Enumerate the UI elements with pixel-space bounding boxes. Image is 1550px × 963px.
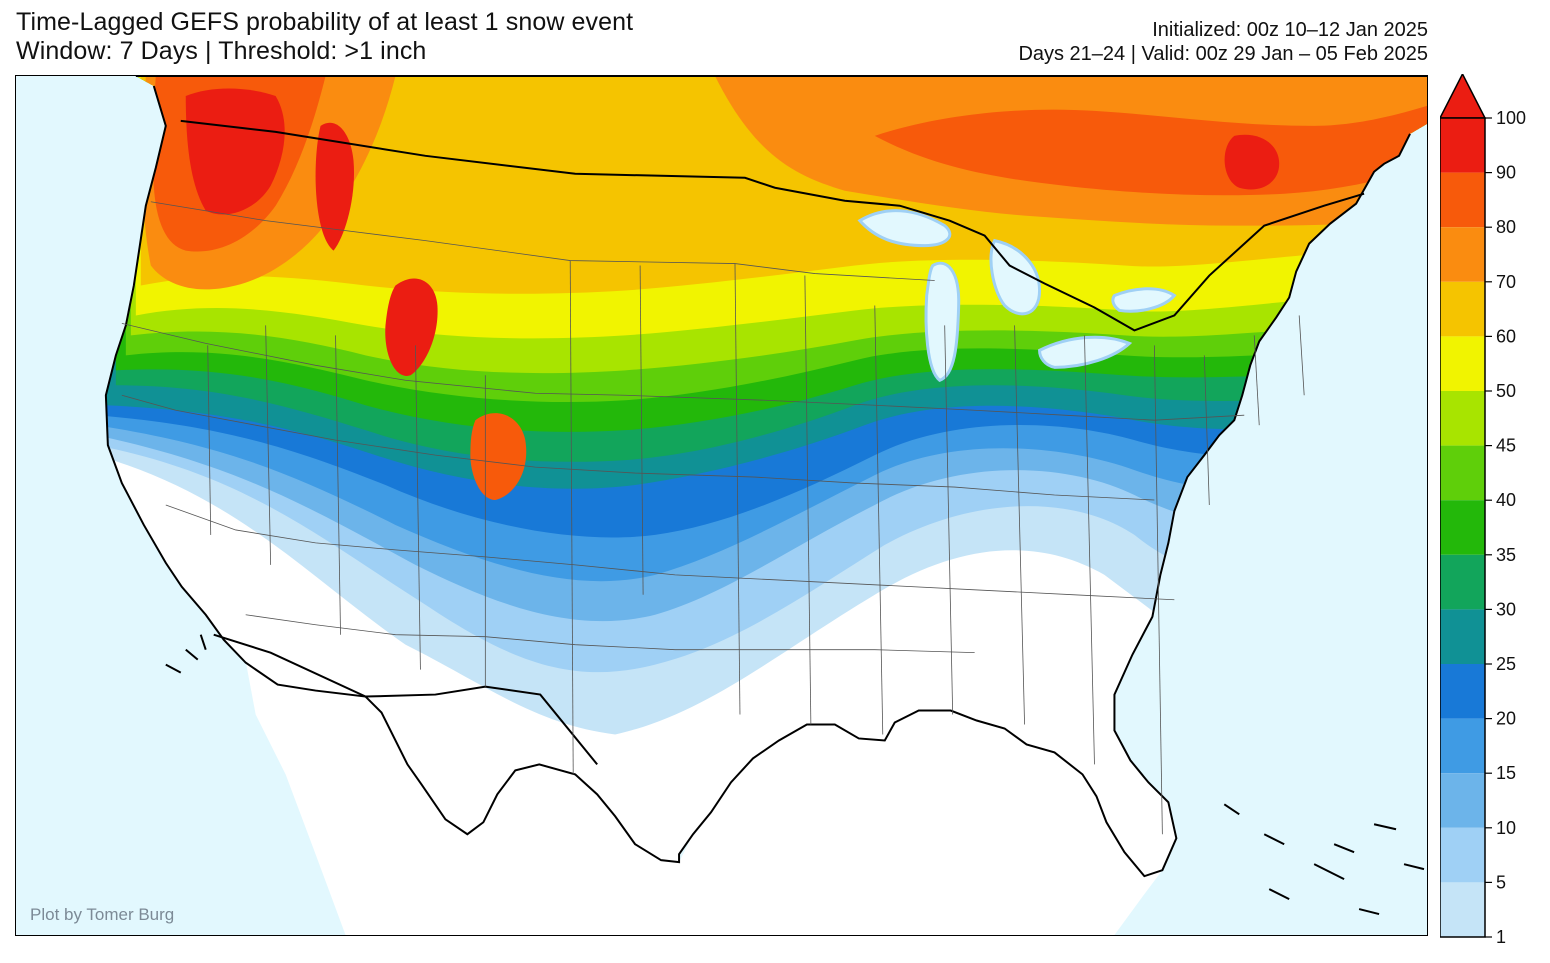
state-borders bbox=[121, 201, 1305, 835]
colorbar-tick-label: 50 bbox=[1496, 381, 1516, 401]
colorbar-swatch bbox=[1440, 227, 1485, 282]
colorbar-swatch bbox=[1440, 554, 1485, 610]
colorbar-swatch bbox=[1440, 773, 1485, 828]
colorbar-swatch bbox=[1440, 609, 1485, 664]
colorbar-tick-label: 1 bbox=[1496, 927, 1506, 944]
coastal-details bbox=[165, 634, 1425, 916]
map-panel: Plot by Tomer Burg bbox=[15, 75, 1428, 936]
colorbar-tick-label: 70 bbox=[1496, 272, 1516, 292]
mexico-us-border bbox=[213, 633, 598, 766]
colorbar-tick-label: 45 bbox=[1496, 436, 1516, 456]
colorbar-frame bbox=[1440, 117, 1486, 938]
colorbar-graphic: 100 90 80 70 60 50 45 40 35 30 25 20 15 10 5 1 bbox=[1440, 74, 1526, 944]
colorbar-swatch bbox=[1440, 882, 1485, 937]
title-block: Time-Lagged GEFS probability of at least… bbox=[16, 8, 633, 66]
coastline bbox=[104, 76, 1427, 878]
probability-map bbox=[16, 76, 1427, 935]
subtitle-line-2: Days 21–24 | Valid: 00z 29 Jan – 05 Feb … bbox=[1018, 43, 1428, 65]
colorbar-swatch bbox=[1440, 336, 1485, 391]
colorbar-swatch bbox=[1440, 172, 1485, 228]
land-south-base bbox=[241, 639, 1163, 935]
colorbar-swatch bbox=[1440, 827, 1485, 883]
probability-contours bbox=[105, 76, 1427, 877]
colorbar: 100 90 80 70 60 50 45 40 35 30 25 20 15 10 5 1 bbox=[1440, 74, 1550, 944]
colorbar-tick-label: 25 bbox=[1496, 654, 1516, 674]
title-line-1: Time-Lagged GEFS probability of at least… bbox=[16, 8, 634, 36]
colorbar-swatch bbox=[1440, 391, 1485, 446]
colorbar-tick-label: 80 bbox=[1496, 217, 1516, 237]
colorbar-tick-label: 60 bbox=[1496, 326, 1516, 346]
subtitle-line-1: Initialized: 00z 10–12 Jan 2025 bbox=[1152, 19, 1428, 41]
colorbar-swatch bbox=[1440, 664, 1485, 719]
colorbar-swatch bbox=[1440, 718, 1485, 774]
colorbar-tick-label: 20 bbox=[1496, 709, 1516, 729]
colorbar-swatch bbox=[1440, 500, 1485, 555]
colorbar-tick-label: 30 bbox=[1496, 599, 1516, 619]
colorbar-swatch bbox=[1440, 445, 1485, 501]
colorbar-tick-label: 5 bbox=[1496, 872, 1506, 892]
lake-michigan bbox=[924, 261, 961, 382]
colorbar-swatch bbox=[1440, 281, 1485, 337]
plot-credit: Plot by Tomer Burg bbox=[30, 905, 175, 924]
subtitle-block: Initialized: 00z 10–12 Jan 2025 Days 21–… bbox=[1018, 18, 1428, 66]
canada-us-border bbox=[180, 119, 1365, 332]
colorbar-tick-label: 40 bbox=[1496, 490, 1516, 510]
colorbar-tick-label: 100 bbox=[1496, 108, 1526, 128]
colorbar-extend-arrow bbox=[1440, 74, 1487, 119]
title-line-2: Window: 7 Days | Threshold: >1 inch bbox=[16, 37, 427, 65]
lake-ontario bbox=[1111, 287, 1177, 313]
colorbar-tick-label: 10 bbox=[1496, 818, 1516, 838]
colorbar-swatch bbox=[1440, 118, 1485, 173]
colorbar-tick-label: 15 bbox=[1496, 763, 1516, 783]
lake-superior bbox=[857, 209, 952, 248]
colorbar-tick-label: 35 bbox=[1496, 545, 1516, 565]
colorbar-tick-label: 90 bbox=[1496, 163, 1516, 183]
